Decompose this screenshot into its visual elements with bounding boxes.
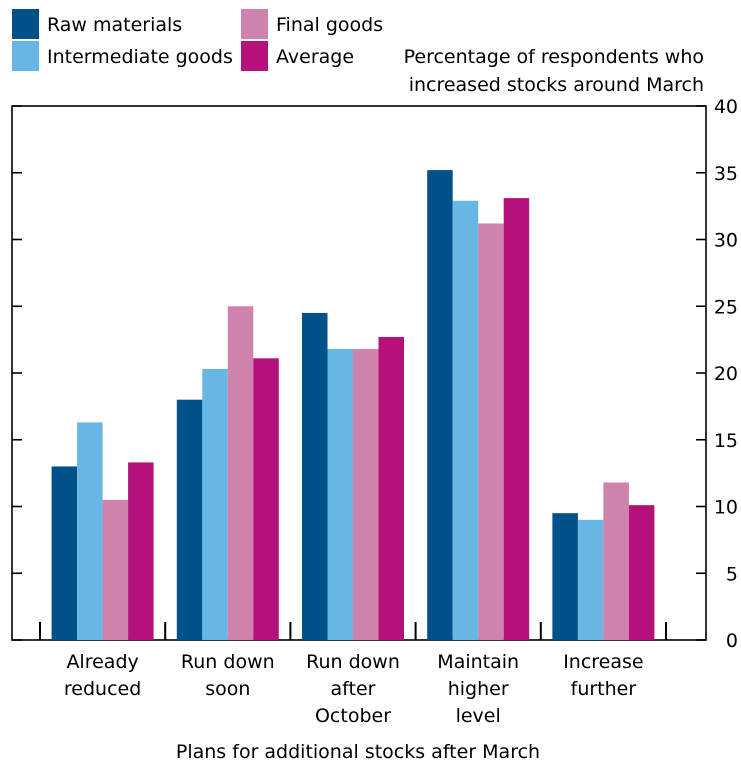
y-tick-label: 30 — [714, 230, 738, 252]
y-axis-label-line: increased stocks around March — [409, 74, 704, 96]
legend-swatch — [12, 9, 39, 39]
x-tick-label: further — [571, 678, 637, 700]
bar — [176, 399, 203, 640]
legend-label: Average — [276, 46, 354, 68]
y-tick-label: 40 — [714, 96, 738, 118]
x-axis: Already reduced Run down soon Run down after O… — [39, 622, 667, 727]
bar — [302, 312, 328, 640]
y-tick-label: 35 — [714, 163, 738, 185]
bar — [353, 348, 379, 640]
bar — [378, 336, 404, 640]
bar — [503, 198, 530, 641]
legend-label: Raw materials — [47, 14, 182, 36]
legend-swatch — [241, 41, 268, 71]
legend-label: Intermediate goods — [47, 46, 233, 68]
y-tick-label: 20 — [714, 363, 738, 385]
legend-label: Final goods — [276, 14, 383, 36]
bar — [452, 200, 479, 640]
bar — [202, 368, 228, 640]
legend-swatch — [241, 9, 268, 39]
x-axis-label: Plans for additional stocks after March — [176, 741, 540, 763]
bar — [628, 505, 655, 640]
legend: Raw materials Intermediate goods Final goo… — [12, 9, 383, 71]
y-tick-label: 25 — [714, 296, 738, 318]
bar — [552, 513, 578, 640]
x-tick-label: after — [331, 678, 376, 700]
x-tick-label: level — [456, 705, 501, 727]
bar — [77, 422, 103, 640]
x-tick-label: Run down — [181, 651, 275, 673]
bar — [327, 348, 353, 640]
bar — [51, 466, 78, 640]
bar — [102, 499, 129, 640]
legend-swatch — [12, 41, 39, 71]
bar — [128, 462, 154, 640]
bar — [603, 482, 629, 640]
y-tick-label: 10 — [714, 497, 738, 519]
x-tick-label: reduced — [64, 678, 141, 700]
x-tick-label: Already — [66, 651, 138, 673]
x-tick-label: Maintain — [437, 651, 519, 673]
x-tick-label: soon — [205, 678, 250, 700]
y-axis-label-line: Percentage of respondents who — [404, 46, 704, 68]
x-tick-label: higher — [448, 678, 509, 700]
y-tick-label: 0 — [726, 630, 738, 652]
y-tick-label: 15 — [714, 430, 738, 452]
bar — [253, 358, 279, 640]
y-axis: 0 5 10 15 20 25 30 35 40 — [12, 96, 738, 652]
bar — [577, 519, 604, 640]
bar — [227, 306, 254, 640]
bar — [478, 223, 504, 641]
y-axis-label: Percentage of respondents who increased s… — [404, 46, 704, 96]
x-tick-label: October — [315, 705, 391, 727]
y-tick-label: 5 — [726, 563, 738, 585]
bars — [51, 170, 655, 641]
x-tick-label: Increase — [563, 651, 643, 673]
x-tick-label: Run down — [306, 651, 400, 673]
bar — [427, 170, 453, 640]
